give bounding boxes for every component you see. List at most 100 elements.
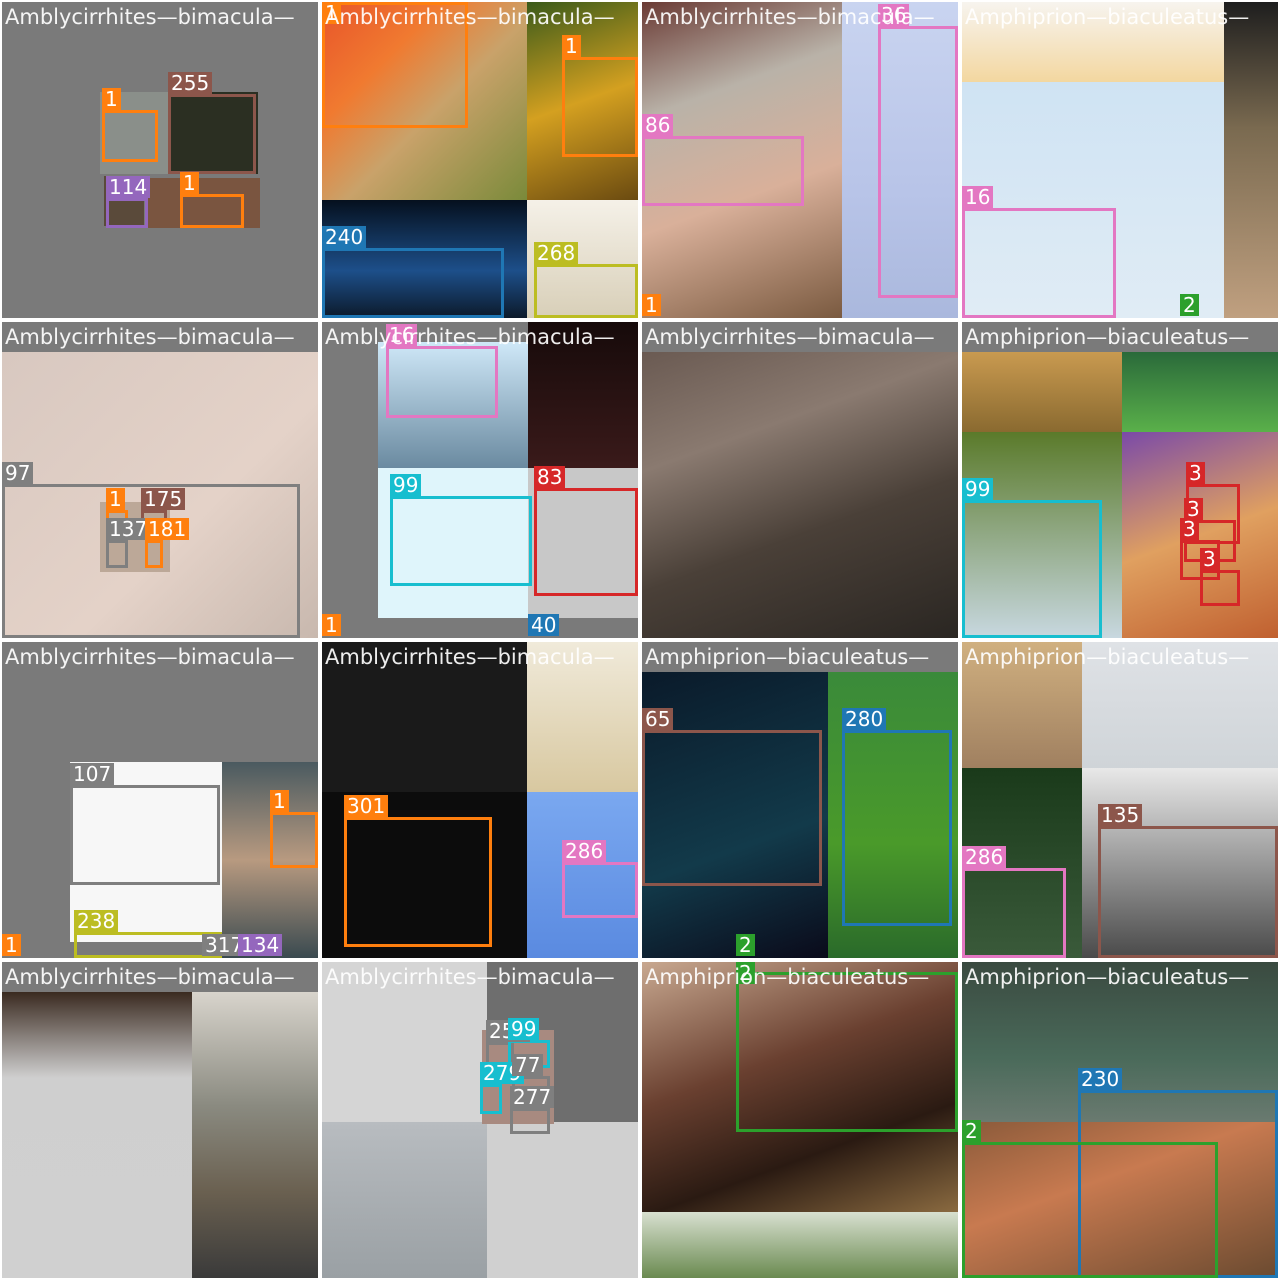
detection-label: 16	[386, 324, 418, 346]
detection-label: 135	[1098, 804, 1143, 826]
detection-box	[962, 1142, 1218, 1278]
detection-label: 99	[390, 474, 422, 496]
detection-label: 240	[322, 226, 367, 248]
detection-label: 1	[180, 172, 199, 194]
image-patch	[962, 2, 1224, 82]
image-patch	[642, 1212, 958, 1278]
detection-label: 317	[202, 934, 247, 956]
detection-label: 286	[562, 840, 607, 862]
detection-box	[642, 136, 804, 206]
detection-label: 286	[962, 846, 1007, 868]
image-patch	[378, 342, 528, 468]
mosaic-tile: Amphiprion—biaculeatus— 2	[642, 962, 958, 1278]
mosaic-tile: Amphiprion—biaculeatus— 16 2	[962, 2, 1278, 318]
image-patch	[322, 642, 527, 792]
detection-box	[842, 730, 952, 926]
detection-label: 107	[70, 763, 115, 785]
image-patch	[527, 642, 638, 792]
detection-label: 181	[145, 518, 190, 540]
image-patch	[962, 432, 1122, 638]
image-patch	[487, 1122, 638, 1278]
mosaic-tile: Amblycirrhites—bimacula—	[2, 962, 318, 1278]
detection-label: 277	[510, 1086, 555, 1108]
detection-label: 1	[562, 35, 581, 57]
detection-box	[534, 488, 638, 596]
detection-label: 40	[528, 614, 560, 636]
detection-box	[962, 868, 1066, 958]
mosaic-tile: Amblycirrhites—bimacula—2579927977277	[322, 962, 638, 1278]
mosaic-tile: Amphiprion—biaculeatus— 99 3 3 3 3	[962, 322, 1278, 638]
detection-box	[1200, 570, 1240, 606]
tile-caption: Amblycirrhites—bimacula—	[645, 325, 935, 349]
image-patch	[962, 352, 1122, 432]
detection-box	[480, 1084, 502, 1114]
detection-box	[70, 785, 220, 885]
detection-box	[1098, 826, 1278, 958]
image-patch	[322, 1122, 487, 1278]
mosaic-tile: Amblycirrhites—bimacula— 16 99 83 1 40	[322, 322, 638, 638]
detection-label: 97	[2, 462, 34, 484]
detection-label: 3	[1186, 462, 1205, 484]
detection-box	[322, 248, 504, 318]
detection-label: 16	[962, 186, 994, 208]
detection-box	[74, 932, 222, 958]
mosaic-tile: Amphiprion—biaculeatus— 65 280 2	[642, 642, 958, 958]
mosaic-tile: Amblycirrhites—bimacula— 107 1 238 317 134 1	[2, 642, 318, 958]
detection-box	[962, 208, 1116, 318]
detection-label: 280	[842, 708, 887, 730]
detection-label: 77	[512, 1054, 544, 1076]
detection-label: 137	[106, 518, 151, 540]
detection-label: 114	[106, 176, 151, 198]
tile-caption: Amblycirrhites—bimacula—	[5, 645, 295, 669]
detection-label: 99	[962, 478, 994, 500]
tile-caption: Amphiprion—biaculeatus—	[645, 645, 930, 669]
image-patch	[2, 992, 192, 1278]
detection-box	[102, 110, 158, 162]
detection-label: 238	[74, 910, 119, 932]
detection-box	[562, 862, 638, 918]
detection-label: 36	[878, 4, 910, 26]
mosaic-tile: Amblycirrhites—bimacula— 97 1 175 137 181	[2, 322, 318, 638]
mosaic-tile: Amblycirrhites—bimacula—	[642, 322, 958, 638]
detection-box	[2, 484, 300, 638]
image-patch	[962, 1122, 1278, 1278]
detection-box	[962, 500, 1102, 638]
detection-label: 1	[2, 934, 21, 956]
mosaic-tile: Amblycirrhites—bimacula— 301 286	[322, 642, 638, 958]
detection-label: 134	[238, 934, 283, 956]
detection-label: 230	[1078, 1068, 1123, 1090]
detection-box	[562, 57, 638, 157]
mosaic-tile: Amblycirrhites—bimacula— 1 240 268 1	[322, 2, 638, 318]
image-patch	[642, 962, 958, 1212]
detection-label: 1	[106, 488, 125, 510]
mosaic-tile: Amphiprion—biaculeatus— 286 135	[962, 642, 1278, 958]
tile-caption: Amblycirrhites—bimacula—	[5, 5, 295, 29]
detection-label: 255	[168, 72, 213, 94]
detection-label: 2	[962, 1120, 981, 1142]
detection-label: 268	[534, 242, 579, 264]
detection-label: 99	[508, 1018, 540, 1040]
detection-label: 1	[270, 790, 289, 812]
image-patch	[1122, 352, 1278, 432]
detection-box	[106, 540, 128, 568]
detection-box	[270, 812, 318, 868]
detection-label: 2	[1180, 294, 1199, 316]
detection-label: 3	[1200, 548, 1219, 570]
detection-box	[145, 540, 163, 568]
image-patch	[842, 2, 958, 318]
image-patch	[962, 642, 1082, 768]
tile-caption: Amphiprion—biaculeatus—	[965, 325, 1250, 349]
image-patch	[962, 82, 1224, 318]
detection-box	[510, 1108, 550, 1134]
detection-box	[534, 264, 638, 318]
image-patch	[527, 792, 638, 958]
image-patch	[192, 992, 318, 1278]
detection-label: 83	[534, 466, 566, 488]
tile-caption: Amblycirrhites—bimacula—	[5, 325, 295, 349]
detection-label: 301	[344, 795, 389, 817]
detection-box	[642, 730, 822, 886]
image-patch	[1082, 768, 1278, 958]
image-patch	[962, 962, 1278, 1122]
mosaic-tile: Amblycirrhites—bimacula— 1 255 114 1	[2, 2, 318, 318]
